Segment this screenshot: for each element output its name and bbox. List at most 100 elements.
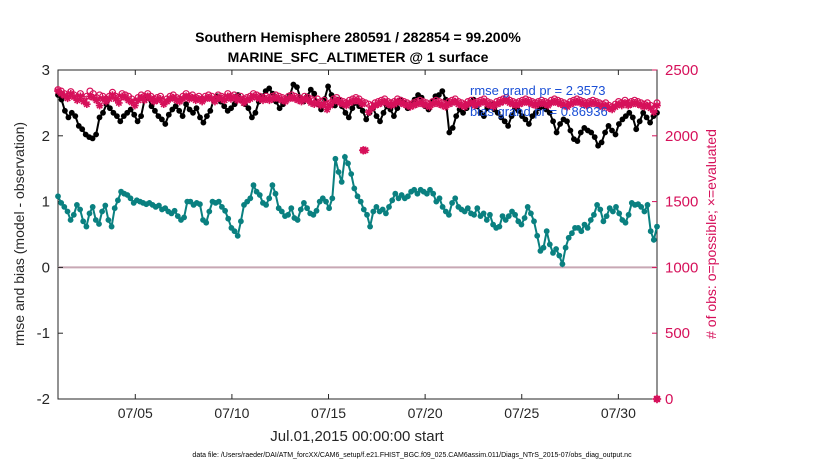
rmse-point bbox=[204, 113, 210, 119]
bias-point bbox=[430, 190, 437, 197]
obs-evaluated-point bbox=[140, 96, 149, 105]
obs-evaluated-point bbox=[454, 100, 463, 109]
bias-point bbox=[553, 246, 559, 252]
obs-evaluated-point bbox=[605, 104, 613, 112]
rmse-point bbox=[557, 121, 563, 127]
bias-point bbox=[565, 234, 572, 241]
obs-evaluated-point bbox=[108, 91, 117, 99]
bias-point bbox=[310, 211, 317, 218]
bias-point bbox=[383, 210, 389, 217]
obs-evaluated-point bbox=[131, 101, 139, 110]
rmse-point bbox=[577, 129, 584, 136]
obs-possible-outlier bbox=[359, 146, 367, 154]
obs-evaluated-point bbox=[150, 97, 158, 106]
rmse-point bbox=[574, 138, 581, 145]
rmse-point bbox=[550, 118, 556, 125]
obs-evaluated-point bbox=[640, 103, 648, 111]
obs-evaluated-point bbox=[598, 103, 607, 111]
bias-point bbox=[294, 217, 301, 223]
bias-point bbox=[483, 217, 490, 223]
obs-evaluated-point bbox=[393, 97, 402, 106]
obs-evaluated-point bbox=[278, 96, 287, 105]
bias-point bbox=[584, 225, 591, 231]
obs-evaluated-point bbox=[246, 95, 254, 103]
bias-point bbox=[105, 217, 112, 223]
rmse-point bbox=[598, 139, 605, 146]
obs-evaluated-point bbox=[115, 99, 123, 107]
bias-point bbox=[174, 213, 181, 220]
obs-evaluated-point bbox=[137, 93, 146, 102]
obs-evaluated-point bbox=[310, 100, 319, 109]
bias-point bbox=[86, 210, 93, 217]
rmse-point bbox=[359, 107, 366, 114]
obs-evaluated-point bbox=[515, 100, 524, 109]
rmse-point bbox=[231, 101, 238, 108]
bias-point bbox=[556, 252, 563, 259]
bias-point bbox=[505, 213, 512, 220]
obs-evaluated-point bbox=[630, 99, 639, 107]
obs-evaluated-point bbox=[547, 99, 556, 107]
y-left-tick-label: -2 bbox=[37, 391, 50, 408]
bias-point bbox=[411, 186, 418, 193]
bias-point bbox=[342, 154, 348, 160]
bias-point bbox=[531, 218, 537, 225]
obs-evaluated-point bbox=[223, 92, 232, 101]
rmse-point bbox=[564, 118, 570, 125]
bias-point bbox=[364, 211, 370, 218]
obs-evaluated-point bbox=[550, 97, 559, 106]
obs-evaluated-point bbox=[79, 97, 88, 106]
obs-evaluated-point bbox=[67, 89, 75, 98]
obs-evaluated-point bbox=[643, 101, 652, 110]
rmse-point bbox=[605, 123, 612, 129]
obs-evaluated-point bbox=[592, 100, 600, 109]
bias-point bbox=[329, 195, 336, 202]
obs-evaluated-point bbox=[512, 101, 520, 110]
bias-point bbox=[345, 160, 351, 167]
obs-evaluated-point bbox=[569, 99, 578, 107]
rmse-point bbox=[89, 135, 96, 142]
bias-point bbox=[654, 223, 660, 230]
bias-point bbox=[238, 218, 244, 225]
rmse-point bbox=[377, 118, 383, 125]
obs-evaluated-point bbox=[486, 101, 495, 110]
bias-point bbox=[338, 179, 345, 185]
rmse-point bbox=[62, 107, 68, 114]
obs-evaluated-point bbox=[336, 99, 344, 107]
rmse-point bbox=[134, 118, 141, 125]
bias-point bbox=[156, 202, 162, 209]
rmse-point bbox=[179, 113, 186, 119]
obs-evaluated-point bbox=[614, 100, 623, 109]
obs-evaluated-point bbox=[601, 101, 610, 110]
obs-evaluated-point bbox=[326, 101, 335, 110]
rmse-point bbox=[200, 119, 207, 126]
rmse-point bbox=[311, 90, 318, 97]
rmse-point bbox=[546, 109, 553, 116]
rmse-point bbox=[505, 123, 511, 129]
bias-point bbox=[512, 211, 518, 218]
obs-evaluated-point bbox=[169, 93, 178, 102]
x-tick-label: 07/25 bbox=[504, 405, 539, 421]
bias-point bbox=[559, 261, 566, 267]
obs-evaluated-point bbox=[76, 92, 85, 101]
bias-point bbox=[313, 207, 320, 214]
obs-evaluated-point bbox=[428, 100, 437, 109]
rmse-point bbox=[193, 105, 200, 112]
bias-point bbox=[250, 182, 257, 189]
obs-evaluated-point bbox=[637, 101, 645, 110]
obs-evaluated-point bbox=[239, 99, 248, 107]
y-right-ticks: 0 500 1000 1500 2000 2500 bbox=[652, 62, 698, 408]
obs-evaluated-point bbox=[124, 96, 133, 105]
obs-evaluated-point bbox=[480, 97, 488, 106]
obs-evaluated-point bbox=[57, 89, 66, 98]
obs-evaluated-point bbox=[54, 87, 62, 95]
bias-point bbox=[203, 219, 210, 226]
y-axis-right-label: # of obs: o=possible; ×=evaluated bbox=[703, 129, 719, 339]
obs-evaluated-point bbox=[534, 100, 543, 109]
obs-evaluated-point bbox=[608, 105, 616, 114]
rmse-point bbox=[515, 107, 522, 114]
obs-evaluated-point bbox=[163, 97, 171, 106]
bias-point bbox=[389, 197, 396, 204]
bias-point bbox=[256, 192, 263, 198]
bias-point bbox=[594, 202, 600, 208]
bias-point bbox=[348, 171, 355, 177]
